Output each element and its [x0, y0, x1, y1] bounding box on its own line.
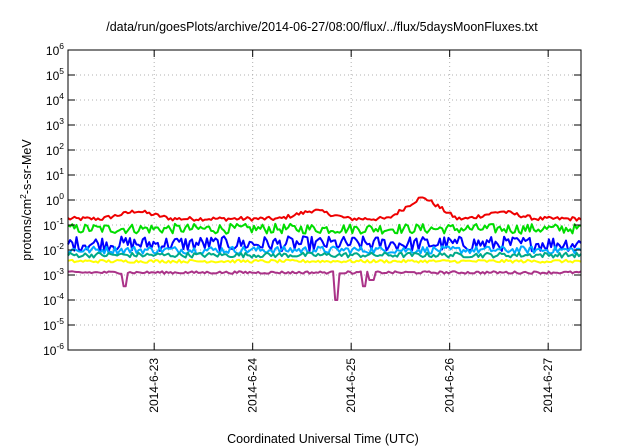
y-tick-base: 10 [46, 169, 60, 183]
series-line-7 [67, 270, 582, 301]
y-tick-label: 10-1 [43, 216, 64, 233]
y-tick-base: 10 [43, 319, 57, 333]
y-tick-label: 101 [46, 166, 64, 183]
y-tick-exp: 0 [59, 191, 64, 201]
y-tick-base: 10 [46, 69, 60, 83]
y-tick-label: 102 [46, 141, 64, 158]
y-tick-exp: -5 [56, 316, 64, 326]
series-line-5 [67, 251, 582, 259]
y-tick-base: 10 [43, 269, 57, 283]
y-tick-base: 10 [43, 344, 57, 358]
series-lines [67, 196, 582, 301]
y-tick-label: 10-3 [43, 266, 64, 283]
y-tick-exp: 5 [59, 66, 64, 76]
y-tick-exp: 1 [59, 166, 64, 176]
series-line-2 [67, 222, 582, 235]
y-tick-label: 105 [46, 66, 64, 83]
y-tick-exp: -4 [56, 291, 64, 301]
y-tick-label: 10-6 [43, 341, 64, 358]
y-tick-base: 10 [46, 94, 60, 108]
y-tick-base: 10 [43, 219, 57, 233]
y-tick-label: 100 [46, 191, 64, 208]
y-tick-exp: -3 [56, 266, 64, 276]
y-tick-label: 10-5 [43, 316, 64, 333]
y-tick-base: 10 [43, 244, 57, 258]
x-tick-label: 2014-6-27 [541, 358, 555, 413]
series-line-4 [67, 245, 582, 255]
y-tick-exp: -1 [56, 216, 64, 226]
y-tick-base: 10 [46, 144, 60, 158]
y-tick-base: 10 [46, 194, 60, 208]
y-axis-label-rest: -s-sr-MeV [20, 139, 34, 195]
x-axis-ticks: 2014-6-23 2014-6-24 2014-6-25 2014-6-26 2014… [147, 50, 555, 413]
series-line-6 [67, 258, 582, 264]
series-line-1 [67, 196, 582, 222]
y-tick-label: 10-2 [43, 241, 64, 258]
series-line-3 [67, 235, 582, 253]
y-tick-exp: -2 [56, 241, 64, 251]
y-tick-label: 103 [46, 116, 64, 133]
y-tick-exp: 4 [59, 91, 64, 101]
y-tick-exp: -6 [56, 341, 64, 351]
y-tick-base: 10 [46, 119, 60, 133]
y-tick-label: 10-4 [43, 291, 64, 308]
chart-title: /data/run/goesPlots/archive/2014-06-27/0… [106, 20, 538, 34]
y-tick-exp: 2 [59, 141, 64, 151]
x-tick-label: 2014-6-25 [344, 358, 358, 413]
x-axis-label: Coordinated Universal Time (UTC) [227, 432, 419, 446]
y-tick-exp: 3 [59, 116, 64, 126]
y-tick-label: 106 [46, 41, 64, 58]
y-tick-base: 10 [43, 294, 57, 308]
grid [68, 50, 581, 350]
y-axis-label: protons/cm2-s-sr-MeV [18, 139, 34, 261]
y-axis-label-base: protons/cm [20, 199, 34, 261]
y-axis-ticks: 10610510410310210110010-110-210-310-410-… [43, 41, 581, 358]
x-tick-label: 2014-6-23 [147, 358, 161, 413]
y-tick-label: 104 [46, 91, 64, 108]
x-tick-label: 2014-6-26 [443, 358, 457, 413]
x-tick-label: 2014-6-24 [246, 358, 260, 413]
y-tick-base: 10 [46, 44, 60, 58]
y-tick-exp: 6 [59, 41, 64, 51]
y-axis-label-exp: 2 [18, 194, 28, 199]
